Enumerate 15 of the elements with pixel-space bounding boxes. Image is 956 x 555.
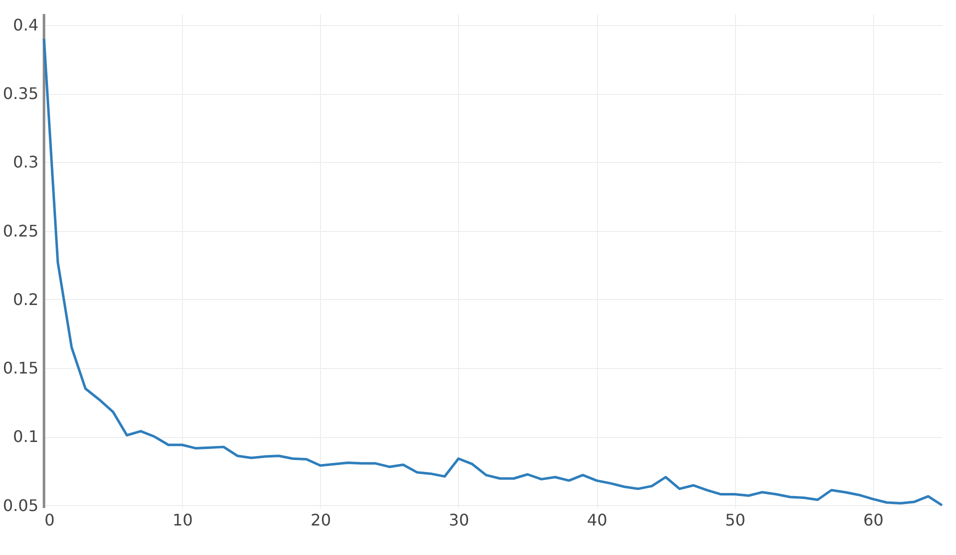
y-tick-label: 0.25 [2, 221, 38, 240]
x-tick-label: 10 [172, 510, 193, 530]
y-tick-label: 0.35 [2, 84, 38, 104]
y-tick-label: 0.15 [2, 358, 38, 378]
y-tick-label: 0.05 [2, 496, 38, 515]
y-tick-label: 0.4 [13, 15, 38, 34]
y-tick-label: 0.2 [13, 290, 38, 309]
x-tick-label: 40 [586, 510, 608, 530]
x-tick-label: 50 [725, 510, 746, 530]
x-tick-label: 60 [863, 510, 884, 530]
x-tick-label: 30 [448, 510, 470, 530]
y-tick-label: 0.3 [13, 152, 38, 172]
x-tick-label: 20 [310, 510, 331, 530]
y-tick-label: 0.1 [13, 427, 38, 446]
x-tick-label: 0 [44, 510, 55, 530]
